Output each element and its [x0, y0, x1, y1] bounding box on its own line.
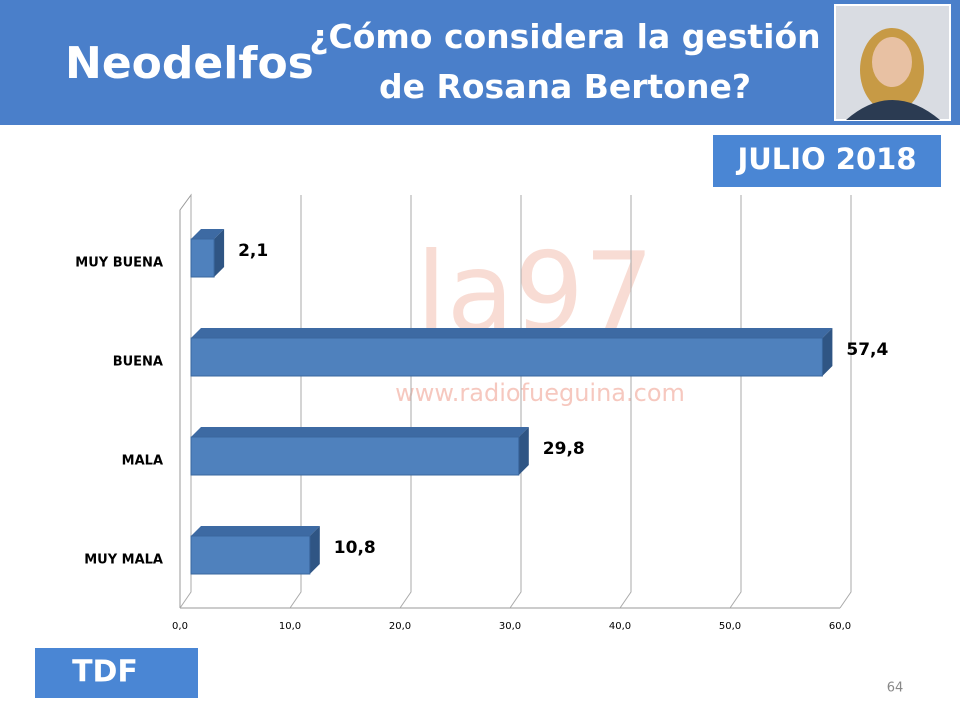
bar	[190, 436, 520, 476]
region-text: TDF	[72, 655, 138, 690]
bar-top	[191, 229, 225, 239]
value-label: 2,1	[238, 241, 268, 261]
bar-side	[822, 328, 833, 376]
x-tick-label: 50,0	[719, 621, 741, 632]
chart-title: ¿Cómo considera la gestión de Rosana Ber…	[309, 17, 821, 106]
value-label: 57,4	[846, 340, 888, 360]
grid-line	[509, 195, 522, 609]
x-tick-label: 30,0	[499, 621, 521, 632]
x-tick-label: 60,0	[829, 621, 851, 632]
grid-line	[289, 195, 302, 609]
photo	[834, 4, 951, 121]
bar-side	[309, 526, 320, 574]
bar-top	[191, 526, 320, 536]
y-tick-label: MUY BUENA	[75, 256, 163, 271]
grid-line	[729, 195, 742, 609]
bar-top	[191, 427, 529, 437]
region-badge	[35, 648, 198, 698]
bar	[190, 238, 215, 278]
page-number: 64	[887, 681, 904, 696]
grid-line	[399, 195, 412, 609]
y-tick-label: MALA	[122, 454, 163, 469]
bar-side	[518, 427, 529, 475]
x-tick-label: 0,0	[172, 621, 188, 632]
grid-line	[619, 195, 632, 609]
bar	[190, 337, 823, 377]
x-tick-label: 10,0	[279, 621, 301, 632]
bar-top	[191, 328, 833, 338]
bar	[190, 535, 311, 575]
y-tick-label: BUENA	[113, 355, 163, 370]
grid-line	[839, 195, 852, 609]
bar-side	[214, 229, 225, 277]
axis-wall	[179, 193, 192, 608]
value-label: 29,8	[543, 439, 585, 459]
value-label: 10,8	[334, 538, 376, 558]
header-band	[0, 0, 960, 125]
date-badge-text: JULIO 2018	[735, 142, 916, 176]
x-tick-label: 40,0	[609, 621, 631, 632]
x-tick-label: 20,0	[389, 621, 411, 632]
watermark-url: www.radiofueguina.com	[395, 379, 685, 407]
date-badge	[713, 135, 941, 187]
brand: Neodelfos	[65, 38, 314, 89]
grid-line	[179, 195, 192, 609]
y-tick-label: MUY MALA	[84, 553, 163, 568]
